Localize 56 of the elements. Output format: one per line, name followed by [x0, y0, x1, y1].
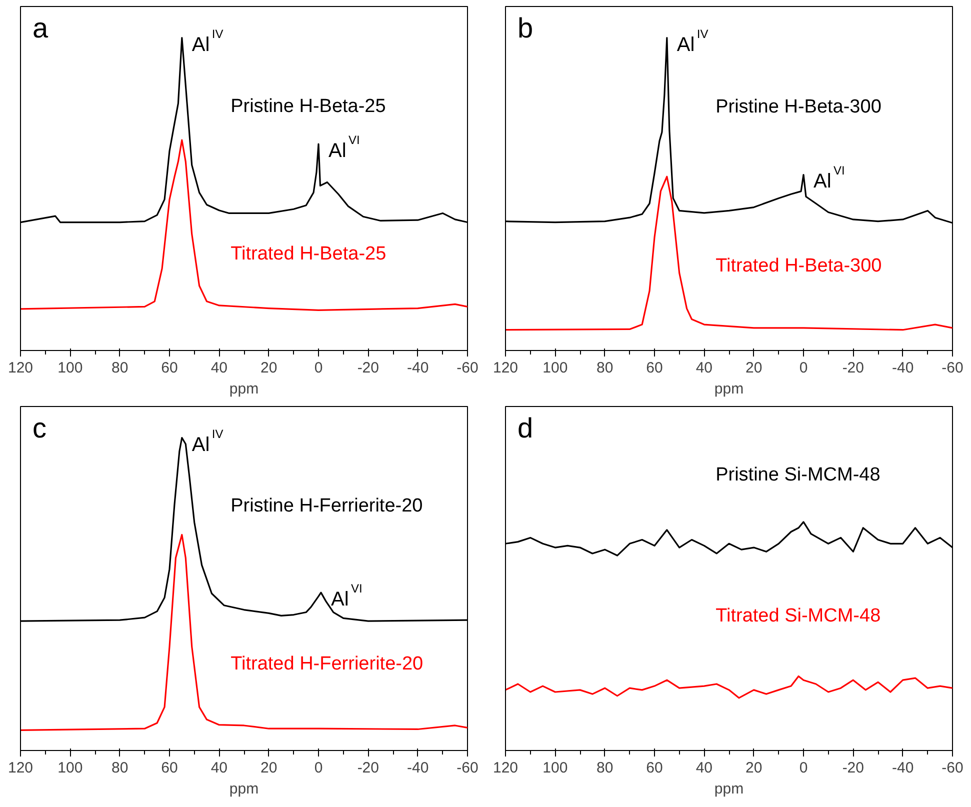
- x-tick-label: 0: [314, 360, 323, 376]
- x-tick-label: 0: [799, 360, 808, 376]
- x-axis-title: ppm: [714, 780, 744, 798]
- x-tick-label: 60: [161, 760, 178, 776]
- x-tick-label: -40: [406, 760, 429, 776]
- x-tick-label: 40: [210, 360, 228, 376]
- x-tick-label: 40: [696, 360, 713, 376]
- x-tick-label: -40: [892, 360, 914, 376]
- x-tick-label: 80: [596, 760, 614, 776]
- x-tick-label: 120: [8, 360, 34, 376]
- series-label: Titrated H-Beta-25: [230, 243, 386, 264]
- series-label: Pristine H-Ferrierite-20: [230, 495, 423, 516]
- annotation: b: [518, 12, 534, 44]
- x-tick-label: 0: [799, 760, 808, 776]
- text: d: [518, 412, 534, 444]
- x-tick-label: 100: [542, 760, 568, 776]
- x-tick-label: 80: [111, 360, 128, 376]
- text: Pristine Si-MCM-48: [716, 464, 880, 486]
- x-tick-label: -40: [892, 760, 914, 776]
- text: Pristine H-Beta-25: [230, 96, 386, 117]
- text: Titrated Si-MCM-48: [716, 605, 881, 626]
- x-tick-label: -20: [842, 760, 864, 776]
- x-tick-label: 120: [492, 360, 518, 376]
- annotation: a: [32, 12, 48, 44]
- text: Pristine H-Beta-300: [716, 96, 882, 118]
- x-tick-label: -20: [842, 360, 864, 376]
- x-axis-title: ppm: [714, 380, 744, 398]
- x-tick-label: -60: [456, 360, 478, 376]
- x-tick-label: 80: [111, 760, 128, 776]
- x-tick-label: 40: [696, 760, 713, 776]
- series-label: Titrated H-Ferrierite-20: [230, 654, 424, 675]
- x-tick-label: 0: [314, 760, 323, 776]
- x-tick-label: 80: [596, 360, 614, 376]
- x-tick-label: -20: [357, 760, 380, 776]
- x-tick-label: 120: [492, 760, 518, 776]
- x-tick-label: 20: [260, 360, 278, 376]
- x-axis-title: ppm: [229, 780, 259, 798]
- x-tick-label: 60: [646, 360, 663, 376]
- x-tick-label: -40: [406, 360, 429, 376]
- x-tick-label: 60: [161, 360, 178, 376]
- x-tick-label: 20: [260, 760, 278, 776]
- annotation: c: [32, 412, 46, 444]
- x-tick-label: 100: [58, 760, 83, 776]
- series-label: Titrated H-Beta-300: [716, 255, 882, 276]
- x-tick-label: 20: [745, 760, 762, 776]
- x-tick-label: -20: [357, 360, 380, 376]
- x-tick-label: 20: [745, 360, 762, 376]
- x-tick-label: 60: [646, 760, 663, 776]
- x-tick-label: -60: [942, 760, 964, 776]
- x-tick-label: 120: [8, 760, 34, 776]
- x-tick-label: 40: [210, 760, 228, 776]
- x-tick-label: 100: [542, 360, 568, 376]
- x-axis-title: ppm: [229, 380, 259, 398]
- x-tick-label: 100: [58, 360, 83, 376]
- x-tick-label: -60: [942, 360, 964, 376]
- x-tick-label: -60: [456, 760, 478, 776]
